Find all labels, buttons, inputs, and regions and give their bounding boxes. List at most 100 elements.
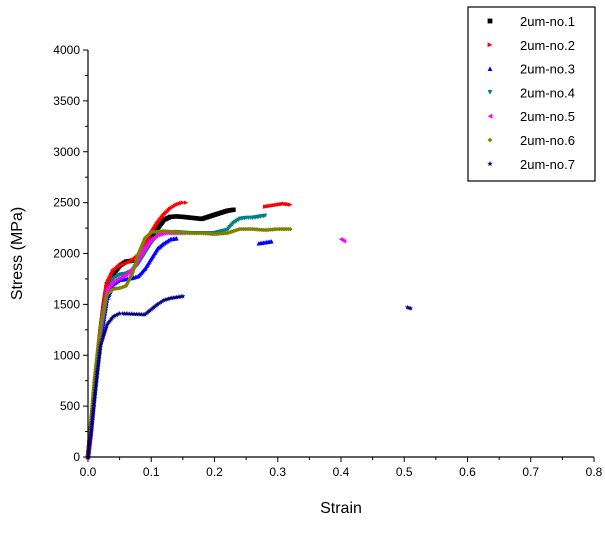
data-point [86,444,92,450]
y-tick-label: 1000 [53,348,80,362]
data-point [183,200,189,205]
data-point [93,382,99,388]
data-point [96,356,102,362]
data-point [88,430,94,436]
data-point [172,294,178,300]
data-point [97,347,103,352]
data-point [115,311,121,317]
legend-marker [487,90,493,95]
data-point [95,366,101,372]
plot-area [85,200,414,460]
data-point [89,424,95,429]
x-tick-label: 0.6 [459,465,476,479]
data-point [93,385,99,391]
data-point [90,408,96,413]
y-tick-label: 3500 [53,94,80,108]
data-point [91,404,97,410]
data-point [90,411,96,417]
data-point [97,348,103,354]
y-tick-label: 4000 [53,43,80,57]
x-tick-label: 0.0 [80,465,97,479]
data-point [148,306,154,312]
data-point [92,390,98,396]
data-point [269,239,274,244]
series-2 [85,200,293,460]
data-point [89,417,95,423]
data-point [91,401,97,407]
data-point [180,200,186,205]
y-axis-title: Stress (MPa) [9,207,26,300]
data-point [151,304,157,310]
data-point [94,367,100,373]
data-point [90,409,96,415]
data-point [159,298,165,304]
data-point [90,412,96,418]
data-point [94,369,100,375]
data-point [110,313,116,319]
legend-marker [487,66,493,71]
data-point [89,419,95,425]
data-point [107,289,112,295]
data-point [86,443,92,449]
data-point [96,358,102,364]
data-point [97,345,103,351]
x-tick-label: 0.5 [396,465,413,479]
series-6 [85,226,293,460]
data-point [94,372,100,378]
data-point [94,374,100,380]
data-point [169,295,175,301]
data-point [146,308,152,314]
data-point [288,202,293,207]
legend-label: 2um-no.2 [520,38,575,53]
data-point [91,403,97,408]
data-point [93,383,99,389]
data-point [97,350,103,356]
x-tick-label: 0.7 [522,465,539,479]
x-tick-label: 0.2 [206,465,223,479]
data-point [129,273,134,278]
data-point [92,387,98,392]
data-point [174,294,180,300]
data-point [86,446,92,452]
data-point [93,379,99,384]
legend-item: 2um-no.7 [487,157,575,172]
data-point [95,359,101,365]
data-point [96,353,102,359]
data-point [87,436,93,442]
data-point [231,207,236,212]
legend-marker [487,42,493,48]
y-tick-label: 3000 [53,145,80,159]
data-point [177,294,183,299]
data-point [125,280,130,286]
data-point [164,296,170,302]
data-point [161,297,167,303]
data-point [92,395,98,400]
data-point [95,363,101,368]
data-point [93,380,99,386]
x-tick-label: 0.3 [269,465,286,479]
data-point [262,213,268,219]
data-point [89,422,95,428]
data-point [96,355,102,360]
data-point [94,375,100,381]
data-point [113,312,119,318]
data-point [91,398,97,404]
legend-marker [487,18,493,24]
data-point [341,239,347,244]
data-point [88,432,94,437]
data-point [162,297,168,302]
legend: 2um-no.1 2um-no.2 2um-no.3 2um-no.4 2um-no.5… [467,6,596,182]
y-tick-label: 1500 [53,297,80,311]
series-7 [85,293,414,460]
data-point [86,448,92,453]
data-point [178,293,184,299]
data-point [89,416,95,421]
data-point [144,309,150,315]
legend-label: 2um-no.7 [520,157,575,172]
data-point [95,364,101,370]
legend-label: 2um-no.1 [520,14,575,29]
data-point [288,226,293,232]
axes: 0.0 0.1 0.2 0.3 0.4 0.5 0.6 0.7 0.8 0 500 1000 1500 2… [53,43,602,479]
legend-item: 2um-no.4 [487,85,575,100]
